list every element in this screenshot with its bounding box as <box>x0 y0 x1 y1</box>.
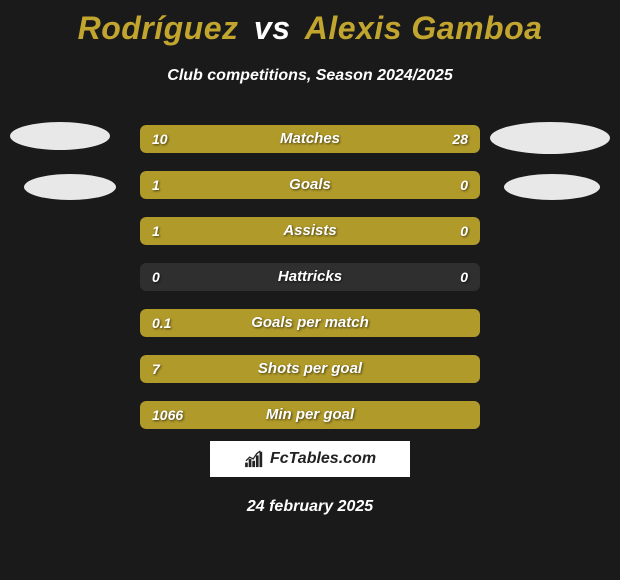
stat-label: Hattricks <box>140 263 480 291</box>
stat-label: Goals per match <box>140 309 480 337</box>
player-avatar-oval <box>490 122 610 154</box>
vs-text: vs <box>254 10 291 46</box>
date-text: 24 february 2025 <box>0 498 620 516</box>
logo-box: FcTables.com <box>210 441 410 477</box>
player2-name: Alexis Gamboa <box>305 10 543 46</box>
stat-label: Assists <box>140 217 480 245</box>
fctables-icon <box>244 450 266 468</box>
stat-label: Shots per goal <box>140 355 480 383</box>
player1-name: Rodríguez <box>78 10 239 46</box>
stat-row: 10Goals <box>140 171 480 199</box>
stat-row: 1028Matches <box>140 125 480 153</box>
stat-label: Matches <box>140 125 480 153</box>
comparison-title: Rodríguez vs Alexis Gamboa <box>0 0 620 47</box>
subtitle: Club competitions, Season 2024/2025 <box>0 67 620 85</box>
stat-label: Min per goal <box>140 401 480 429</box>
player-avatar-oval <box>24 174 116 200</box>
player-avatar-oval <box>504 174 600 200</box>
stat-row: 00Hattricks <box>140 263 480 291</box>
stats-rows: 1028Matches 10Goals 10Assists 00Hattricks 0.… <box>140 125 480 447</box>
player-avatar-oval <box>10 122 110 150</box>
stat-row: 10Assists <box>140 217 480 245</box>
stat-row: 0.1Goals per match <box>140 309 480 337</box>
logo-text: FcTables.com <box>270 450 376 468</box>
stat-row: 1066Min per goal <box>140 401 480 429</box>
stat-label: Goals <box>140 171 480 199</box>
stat-row: 7Shots per goal <box>140 355 480 383</box>
